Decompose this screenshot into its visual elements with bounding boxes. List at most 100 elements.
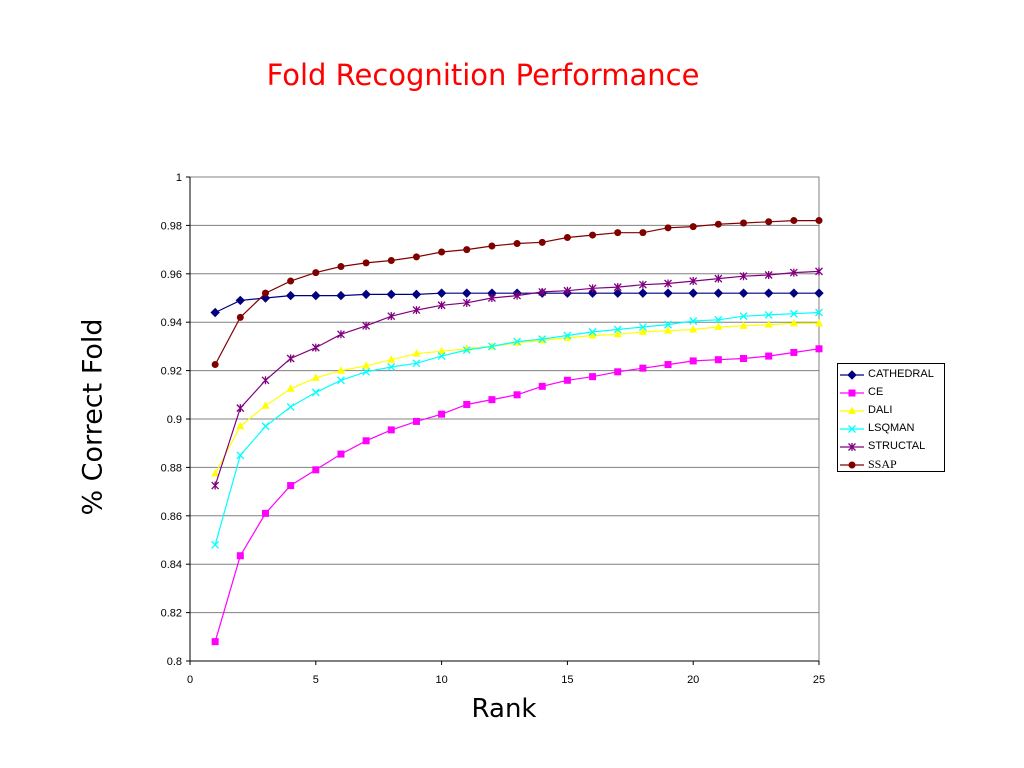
legend-item-lsqman: LSQMAN xyxy=(838,420,944,438)
data-point xyxy=(588,284,597,293)
gridlines xyxy=(190,224,819,614)
data-point xyxy=(386,289,396,300)
data-point xyxy=(211,361,219,369)
y-tick-label: 0.92 xyxy=(161,366,182,378)
data-point xyxy=(740,219,748,227)
series-line xyxy=(214,270,820,486)
data-point xyxy=(588,327,597,336)
data-point xyxy=(513,240,521,248)
data-point xyxy=(613,325,622,334)
y-tick-label: 0.88 xyxy=(161,462,182,474)
data-point xyxy=(638,280,647,289)
x-tick-label: 0 xyxy=(187,674,193,686)
data-point xyxy=(638,288,648,298)
data-point xyxy=(462,288,472,298)
data-point xyxy=(412,253,420,261)
data-point xyxy=(362,367,371,376)
data-point xyxy=(738,288,749,298)
data-point xyxy=(285,290,296,301)
legend: CATHEDRAL CE DALI LSQMAN STRUCTAL SSAP xyxy=(837,363,945,472)
data-point xyxy=(463,400,471,408)
data-point xyxy=(462,298,471,307)
data-point xyxy=(763,288,774,298)
data-point xyxy=(311,343,320,352)
legend-marker xyxy=(847,370,857,380)
data-point xyxy=(311,290,321,301)
data-point xyxy=(563,234,571,241)
data-point xyxy=(211,481,220,490)
series-ssap xyxy=(211,217,823,369)
data-point xyxy=(437,301,446,310)
chart-title: Fold Recognition Performance xyxy=(266,58,700,92)
legend-swatch xyxy=(840,370,864,380)
data-point xyxy=(362,259,370,267)
data-point xyxy=(589,231,597,239)
data-point xyxy=(714,322,723,331)
x-ticks: 0 5 10 15 20 25 xyxy=(187,660,825,686)
data-point xyxy=(286,384,295,392)
data-point xyxy=(261,509,269,517)
data-point xyxy=(287,482,295,490)
legend-item-structal: STRUCTAL xyxy=(838,438,944,456)
legend-item-cathedral: CATHEDRAL xyxy=(838,366,944,384)
x-tick-label: 20 xyxy=(687,674,699,686)
data-point xyxy=(337,263,345,271)
data-point xyxy=(815,217,823,225)
data-point xyxy=(538,335,547,344)
y-tick-label: 0.82 xyxy=(161,608,182,620)
data-point xyxy=(362,361,371,369)
legend-marker xyxy=(848,425,856,433)
data-point xyxy=(436,288,447,298)
legend-marker xyxy=(848,461,856,469)
data-point xyxy=(538,382,546,390)
x-tick-label: 10 xyxy=(435,674,447,686)
data-point xyxy=(513,337,522,346)
legend-label: LSQMAN xyxy=(868,422,915,434)
data-point xyxy=(588,331,597,339)
data-point xyxy=(740,355,748,362)
data-point xyxy=(815,267,823,276)
data-point xyxy=(714,220,722,228)
data-point xyxy=(689,223,697,231)
data-point xyxy=(614,368,622,376)
data-point xyxy=(790,217,798,225)
data-point xyxy=(563,331,572,340)
data-point xyxy=(210,307,220,318)
data-point xyxy=(387,355,396,363)
data-point xyxy=(714,356,722,364)
y-tick-label: 0.8 xyxy=(167,656,182,668)
y-tick-label: 0.9 xyxy=(167,414,182,426)
data-point xyxy=(765,218,773,226)
data-point xyxy=(664,224,672,232)
y-tick-label: 0.86 xyxy=(161,511,182,523)
y-ticks: 0.8 0.82 0.84 0.86 0.88 0.9 0.92 0.94 0.96 0.98 1 xyxy=(161,172,191,668)
data-point xyxy=(337,330,345,339)
data-point xyxy=(211,540,220,549)
data-point xyxy=(463,246,471,254)
data-point xyxy=(789,288,799,298)
data-point xyxy=(337,376,345,385)
data-point xyxy=(589,373,597,381)
data-point xyxy=(411,289,422,300)
data-point xyxy=(362,321,371,330)
legend-item-ce: CE xyxy=(838,384,944,402)
data-point xyxy=(261,401,270,409)
data-point xyxy=(337,450,345,458)
data-point xyxy=(211,638,219,646)
data-point xyxy=(563,376,571,384)
data-point xyxy=(261,289,269,297)
data-point xyxy=(286,354,295,363)
data-point xyxy=(361,289,371,300)
data-point xyxy=(235,295,246,306)
data-point xyxy=(689,317,698,325)
data-point xyxy=(764,320,773,328)
data-point xyxy=(714,274,723,283)
data-point xyxy=(412,359,421,368)
data-point xyxy=(714,315,723,324)
data-point xyxy=(387,363,396,371)
data-point xyxy=(438,248,446,256)
data-point xyxy=(789,309,798,318)
data-point xyxy=(211,468,220,477)
legend-item-dali: DALI xyxy=(838,402,944,420)
data-point xyxy=(513,391,521,399)
